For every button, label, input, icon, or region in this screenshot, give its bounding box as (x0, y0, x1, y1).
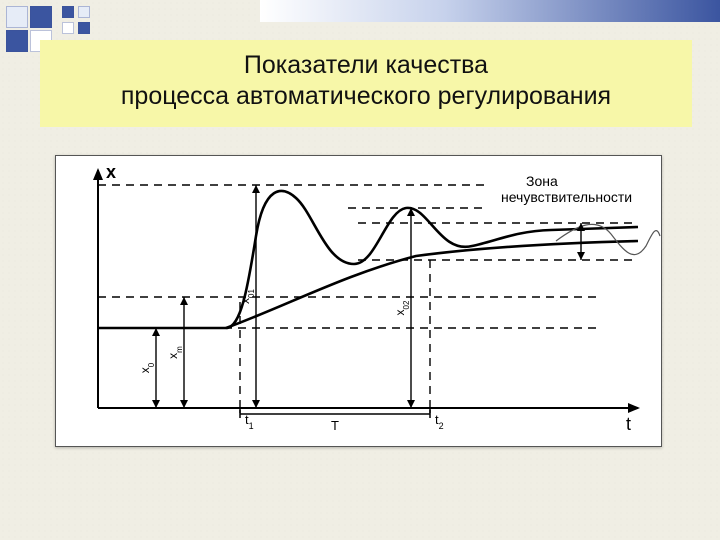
gradient-bar (260, 0, 720, 22)
arrow-label-x0: x0 (138, 362, 156, 373)
y-axis-label: x (106, 162, 116, 182)
T-label: T (331, 418, 339, 433)
deco-square (78, 22, 90, 34)
arrow-label-x02: x02 (393, 300, 411, 315)
deco-square (62, 22, 74, 34)
title-line-2: процесса автоматического регулирования (121, 82, 611, 110)
y-axis-arrow (93, 168, 103, 180)
deco-square (62, 6, 74, 18)
x-axis-label: t (626, 414, 631, 434)
zone-label-1: Зона (526, 173, 558, 189)
deco-square (78, 6, 90, 18)
arrow-label-x01: x01 (238, 289, 256, 304)
arrow-label-xm: xm (166, 346, 184, 359)
decorative-header (0, 0, 720, 40)
x-axis-arrow (628, 403, 640, 413)
tick-t2: t2 (435, 412, 444, 431)
deco-square (6, 6, 28, 28)
title-line-1: Показатели качества (244, 51, 488, 79)
smooth-curve (226, 241, 638, 328)
title-band: Показатели качества процесса автоматичес… (40, 40, 692, 127)
tick-t1: t1 (245, 412, 254, 431)
chart-frame: x t t1 t2 Tx0 xm x01 x02 Зонанечувствительности (55, 155, 662, 447)
deco-square (6, 30, 28, 52)
chart-svg: x t t1 t2 Tx0 xm x01 x02 Зонанечувствительности (56, 156, 661, 446)
zone-label-2: нечувствительности (501, 189, 632, 205)
deco-square (30, 6, 52, 28)
